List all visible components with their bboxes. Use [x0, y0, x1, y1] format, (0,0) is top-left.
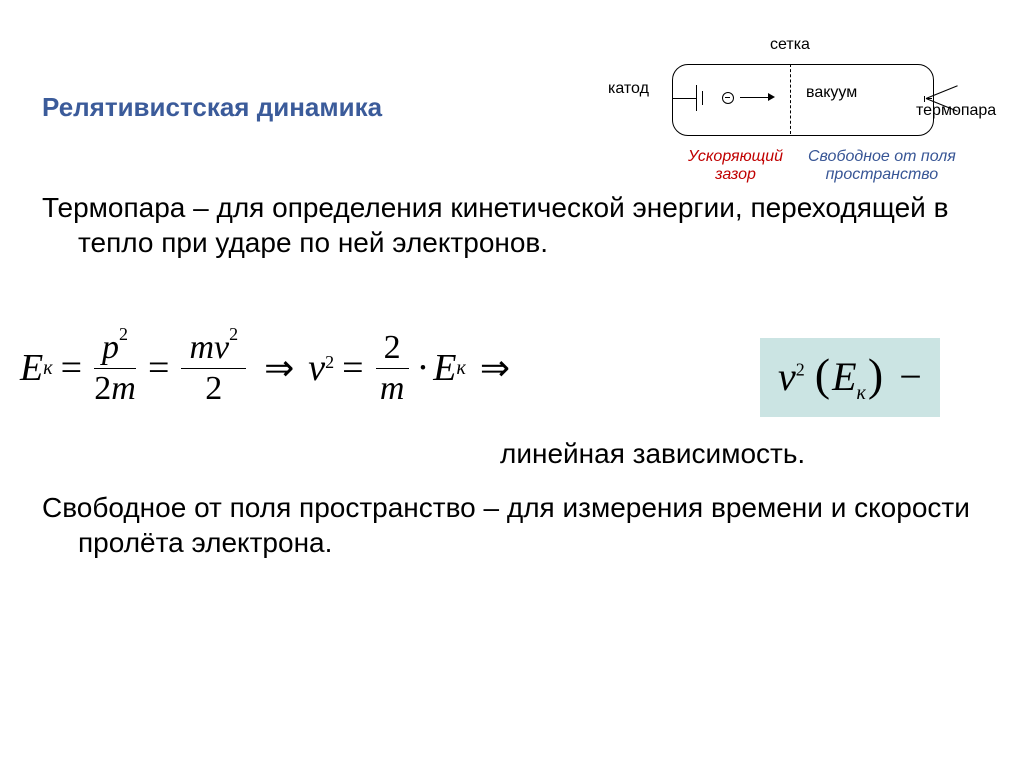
- label-thermocouple: термопара: [916, 102, 996, 120]
- cathode-bar-short: [702, 91, 703, 105]
- linear-dependence-text: линейная зависимость.: [500, 438, 805, 470]
- label-cathode: катод: [608, 80, 649, 98]
- vacuum-tube-box: [672, 64, 934, 136]
- paragraph-free-space: Свободное от поля пространство – для изм…: [42, 490, 998, 560]
- highlighted-result: v2 (Eк) −: [760, 338, 940, 417]
- cathode-lead: [672, 98, 696, 99]
- caption-accelerating-gap: Ускоряющийзазор: [688, 148, 783, 185]
- grid-dashed-line: [790, 64, 791, 134]
- paragraph-thermocouple: Термопара – для определения кинетической…: [42, 190, 978, 260]
- electron-arrow-shaft: [740, 97, 770, 98]
- slide-title: Релятивистская динамика: [42, 92, 382, 123]
- caption-field-free-space: Свободное от поляпространство: [808, 148, 956, 185]
- label-grid: сетка: [770, 36, 810, 54]
- label-vacuum: вакуум: [806, 84, 857, 102]
- electron-symbol: [722, 92, 734, 104]
- kinetic-energy-formula: Eк = p2 2m = mv2 2 ⇒ v2 = 2 m · Eк ⇒: [20, 330, 524, 406]
- electron-arrow-head: [768, 93, 775, 101]
- experiment-diagram: сетка катод вакуум термопара Ускоряющийз…: [600, 28, 1000, 188]
- cathode-bar-long: [696, 85, 697, 111]
